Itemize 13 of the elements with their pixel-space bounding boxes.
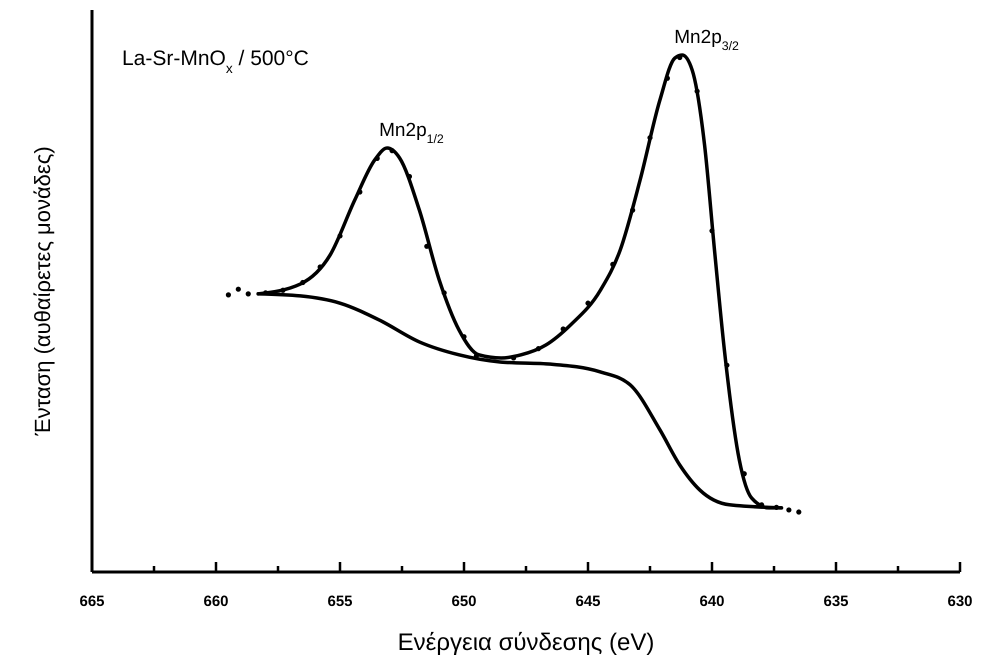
x-tick-label: 655 — [327, 593, 353, 610]
x-tick-label: 640 — [699, 593, 725, 610]
annotation: Mn2p$_{1/2}$ — [379, 120, 444, 146]
x-axis-title: Ενέργεια σύνδεσης (eV) — [398, 629, 654, 656]
annotation: Mn2p$_{3/2}$ — [674, 27, 740, 53]
x-tick-label: 650 — [451, 593, 477, 610]
x-tick-label: 665 — [79, 593, 105, 610]
x-tick-label: 645 — [575, 593, 601, 610]
x-tick-label: 630 — [947, 593, 973, 610]
x-tick-label: 660 — [203, 593, 229, 610]
annotation: La-Sr-MnO$_{x}$ / 500°C — [122, 47, 309, 76]
y-axis-title: Ένταση (αυθαίρετες μονάδες) — [30, 146, 55, 437]
x-tick-label: 635 — [823, 593, 849, 610]
